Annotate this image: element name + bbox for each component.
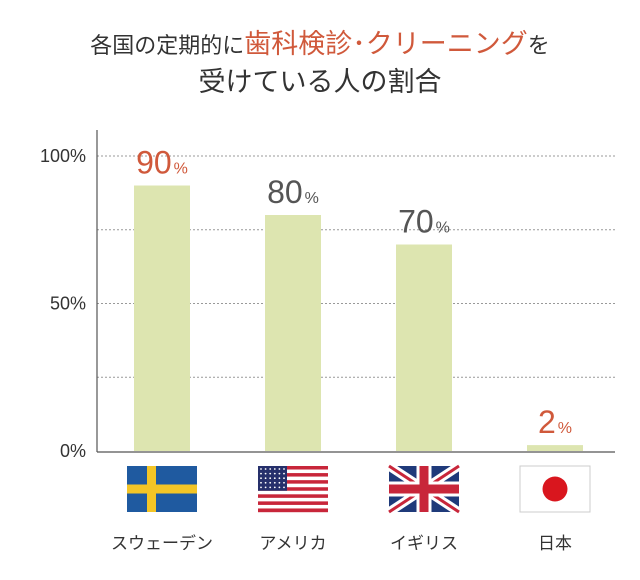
y-tick-label: 0% — [60, 441, 86, 461]
title-highlight: 歯科検診･クリーニング — [244, 29, 528, 60]
data-label: 90% — [136, 145, 188, 181]
category-label: アメリカ — [259, 534, 326, 554]
uk-flag-icon — [386, 462, 462, 516]
bar — [265, 215, 321, 451]
sweden-flag-icon — [127, 466, 197, 512]
chart-title-line1: 各国の定期的に歯科検診･クリーニングを — [0, 22, 640, 61]
title-prefix: 各国の定期的に — [90, 34, 245, 59]
category-label: イギリス — [390, 534, 458, 554]
category-label: 日本 — [538, 534, 572, 554]
y-tick-label: 100% — [40, 146, 86, 166]
category-label: スウェーデン — [111, 533, 213, 554]
data-label: 2% — [538, 404, 572, 440]
japan-flag-icon — [519, 465, 591, 513]
bar — [396, 244, 452, 451]
data-label: 70% — [398, 204, 450, 240]
bar — [527, 445, 583, 451]
usa-flag-icon — [258, 466, 328, 513]
chart-title-line2: 受けている人の割合 — [198, 67, 442, 98]
y-tick-label: 50% — [50, 294, 86, 314]
bar — [134, 185, 190, 451]
data-label: 80% — [267, 174, 319, 210]
title-suffix: を — [527, 34, 550, 59]
